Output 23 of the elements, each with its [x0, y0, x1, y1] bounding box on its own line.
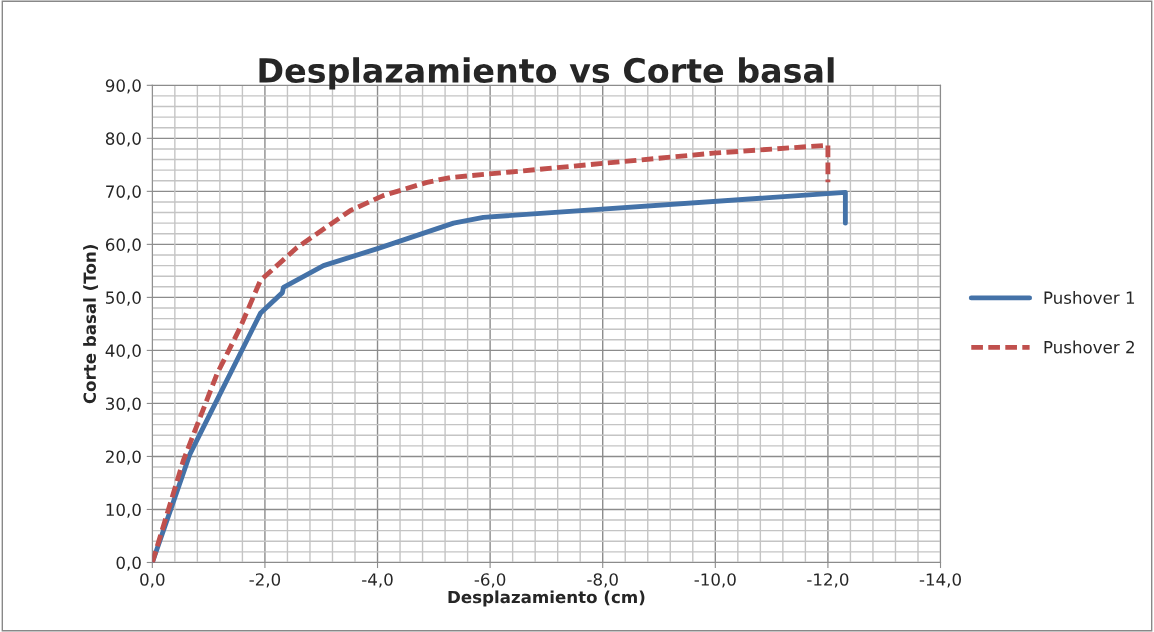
x-axis-title: Desplazamiento (cm) [448, 590, 645, 607]
x-tick-label: -12,0 [807, 573, 849, 588]
y-tick-label: 0,0 [116, 556, 141, 571]
chart-title: Desplazamiento vs Corte basal [259, 57, 834, 90]
x-tick-label: -10,0 [694, 573, 736, 588]
x-tick-label: 0,0 [140, 573, 165, 588]
y-tick-label: 70,0 [106, 185, 141, 200]
y-tick-label: 30,0 [106, 397, 141, 412]
y-tick-label: 90,0 [105, 79, 141, 94]
y-tick-label: 80,0 [105, 132, 141, 147]
y-tick-label: 50,0 [106, 291, 141, 306]
y-tick-label: 10,0 [106, 503, 141, 518]
x-tick-label: -8,0 [587, 573, 618, 588]
y-tick-label: 40,0 [105, 344, 141, 359]
x-tick-label: -6,0 [474, 573, 506, 588]
legend-label: Pushover 1 [1044, 291, 1135, 304]
y-tick-label: 20,0 [106, 450, 141, 465]
y-axis-title: Corte basal (Ton) [83, 245, 98, 404]
legend-label: Pushover 2 [1044, 340, 1134, 354]
x-tick-label: -14,0 [919, 573, 961, 588]
y-tick-label: 60,0 [105, 238, 141, 253]
x-tick-label: -2,0 [249, 573, 281, 588]
x-tick-label: -4,0 [362, 573, 393, 588]
